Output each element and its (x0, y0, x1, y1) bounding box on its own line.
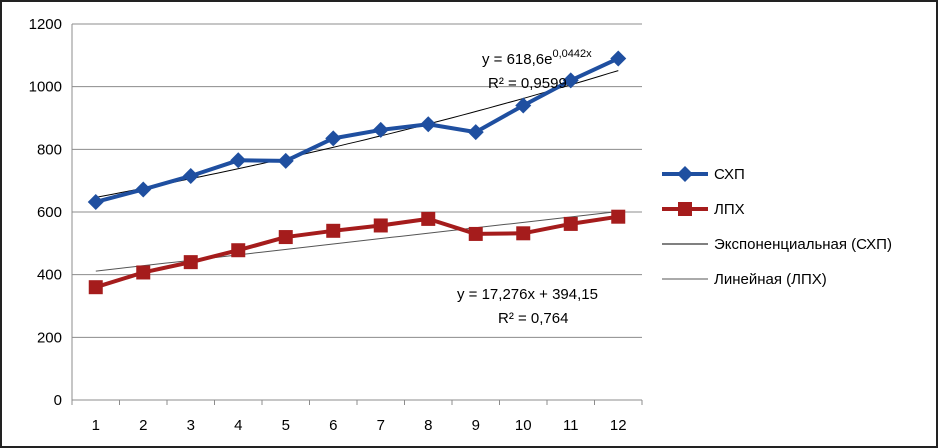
x-tick-label: 2 (139, 417, 147, 434)
x-tick-label: 4 (234, 417, 242, 434)
annotation-lin-r2: R² = 0,764 (498, 310, 568, 327)
x-tick-label: 11 (563, 417, 579, 434)
data-point-series-1 (277, 152, 294, 169)
legend-label-trend-2: Линейная (ЛПХ) (714, 271, 827, 288)
x-tick-label: 12 (610, 417, 627, 434)
y-tick-label: 800 (37, 141, 62, 158)
legend-swatch-square (678, 202, 692, 216)
legend-item-series-1: СХП (662, 166, 745, 183)
data-point-series-1 (87, 193, 104, 210)
y-tick-label: 0 (54, 392, 62, 409)
data-point-series-1 (420, 116, 437, 133)
data-point-series-2 (421, 211, 436, 226)
data-point-series-2 (326, 223, 341, 238)
data-point-series-1 (610, 50, 627, 67)
data-point-series-1 (230, 152, 247, 169)
x-tick-label: 7 (377, 417, 385, 434)
x-tick-label: 5 (282, 417, 290, 434)
x-tick-label: 9 (472, 417, 480, 434)
y-tick-label: 400 (37, 267, 62, 284)
y-tick-label: 200 (37, 329, 62, 346)
data-point-series-1 (562, 72, 579, 89)
annotation-exp-equation: y = 618,6e0,0442x (482, 48, 592, 68)
data-point-series-2 (468, 226, 483, 241)
legend-label-series-1: СХП (714, 166, 745, 183)
data-point-series-1 (467, 124, 484, 141)
trend-layer (95, 70, 619, 272)
data-point-series-1 (515, 97, 532, 114)
x-tick-label: 10 (515, 417, 532, 434)
annotation-linear: y = 17,276x + 394,15 R² = 0,764 (457, 286, 598, 327)
data-point-series-2 (611, 209, 626, 224)
series-layer (87, 50, 627, 295)
legend-item-trend-2: Линейная (ЛПХ) (662, 271, 827, 288)
data-point-series-1 (372, 121, 389, 138)
annotation-lin-equation: y = 17,276x + 394,15 (457, 286, 598, 303)
legend-item-trend-1: Экспоненциальная (СХП) (662, 236, 892, 253)
data-point-series-1 (135, 181, 152, 198)
data-point-series-2 (278, 230, 293, 245)
data-point-series-2 (183, 255, 198, 270)
annotation-exponential: y = 618,6e0,0442x R² = 0,9599 (482, 48, 592, 92)
legend-item-series-2: ЛПХ (662, 201, 745, 218)
y-tick-label: 1200 (29, 16, 62, 33)
data-point-series-2 (373, 218, 388, 233)
series-line-2 (95, 214, 619, 290)
legend-label-series-2: ЛПХ (714, 201, 745, 218)
data-point-series-2 (516, 226, 531, 241)
data-point-series-2 (88, 280, 103, 295)
data-point-series-2 (563, 216, 578, 231)
legend-label-trend-1: Экспоненциальная (СХП) (714, 236, 892, 253)
x-tick-label: 6 (329, 417, 337, 434)
data-point-series-1 (182, 167, 199, 184)
data-point-series-2 (136, 265, 151, 280)
legend: СХП ЛПХ Экспоненциальная (СХП) Линейная … (662, 166, 892, 288)
series-line-1 (95, 56, 620, 204)
legend-swatch-diamond (677, 166, 693, 182)
data-point-series-1 (325, 130, 342, 147)
y-tick-label: 600 (37, 204, 62, 221)
annotation-exp-r2: R² = 0,9599 (488, 75, 567, 92)
trendline-2 (95, 211, 619, 272)
x-tick-label: 8 (424, 417, 432, 434)
x-tick-label: 3 (187, 417, 195, 434)
x-tick-label: 1 (92, 417, 100, 434)
data-point-series-2 (231, 243, 246, 258)
y-tick-label: 1000 (29, 79, 62, 96)
grid-layer (72, 23, 642, 338)
